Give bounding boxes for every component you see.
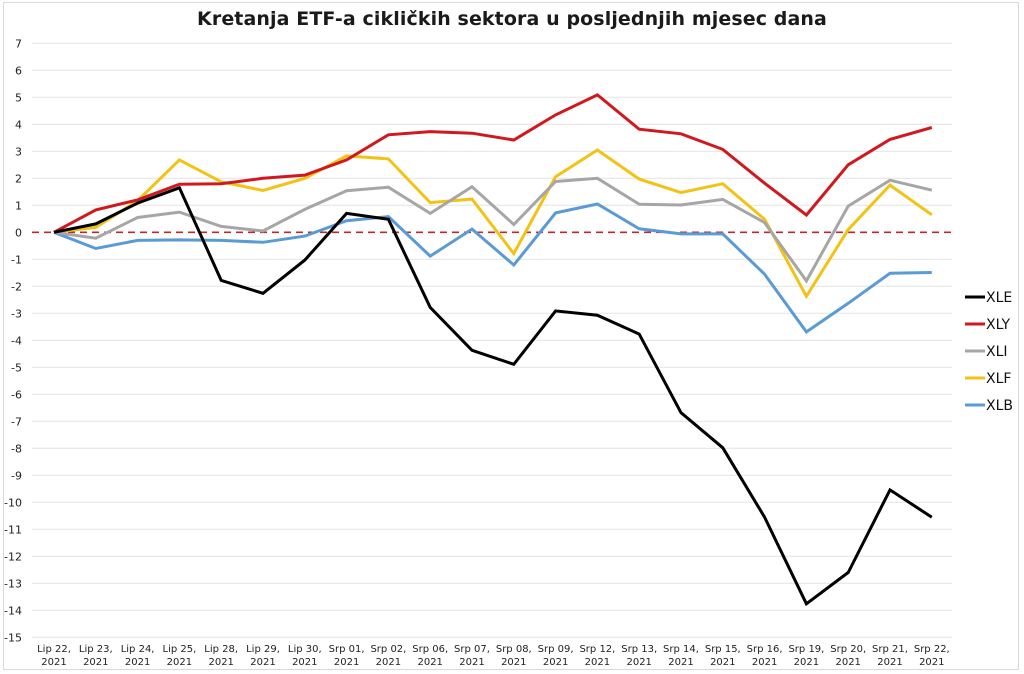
x-tick-year: 2021	[877, 657, 902, 668]
x-tick-year: 2021	[668, 657, 693, 668]
x-tick-year: 2021	[794, 657, 819, 668]
y-tick-label: -9	[11, 469, 22, 482]
x-tick-year: 2021	[83, 657, 108, 668]
y-tick-label: 7	[15, 37, 22, 50]
x-tick-year: 2021	[501, 657, 526, 668]
x-tick-year: 2021	[250, 657, 275, 668]
x-tick-label: Lip 25,	[163, 644, 197, 655]
x-tick-year: 2021	[167, 657, 192, 668]
legend-label-xlb: XLB	[986, 398, 1013, 414]
y-tick-label: -7	[11, 415, 22, 428]
x-tick-label: Lip 24,	[121, 644, 155, 655]
x-tick-label: Srp 08,	[496, 644, 532, 655]
x-tick-year: 2021	[208, 657, 233, 668]
x-tick-year: 2021	[626, 657, 651, 668]
y-tick-label: -3	[11, 307, 22, 320]
y-tick-label: 3	[15, 145, 22, 158]
y-tick-label: 2	[15, 172, 22, 185]
x-tick-label: Srp 13,	[621, 644, 657, 655]
y-tick-label: -8	[11, 442, 22, 455]
y-tick-label: -12	[4, 550, 22, 563]
x-tick-label: Lip 29,	[246, 644, 280, 655]
x-tick-year: 2021	[919, 657, 944, 668]
y-tick-label: -5	[11, 361, 22, 374]
x-tick-label: Srp 09,	[538, 644, 574, 655]
x-tick-year: 2021	[752, 657, 777, 668]
x-tick-label: Srp 06,	[412, 644, 448, 655]
legend-label-xli: XLI	[986, 344, 1008, 360]
legend-label-xly: XLY	[986, 317, 1011, 333]
y-tick-label: 5	[15, 91, 22, 104]
y-tick-label: -4	[11, 334, 22, 347]
x-tick-year: 2021	[417, 657, 442, 668]
x-tick-label: Srp 07,	[454, 644, 490, 655]
legend-label-xlf: XLF	[986, 371, 1011, 387]
y-tick-label: -10	[4, 496, 22, 509]
series-line-xli	[53, 176, 933, 284]
y-tick-label: 0	[15, 226, 22, 239]
x-tick-label: Lip 28,	[204, 644, 238, 655]
y-tick-label: -1	[11, 253, 22, 266]
x-tick-label: Srp 21,	[872, 644, 908, 655]
y-tick-label: 1	[15, 199, 22, 212]
chart-title: Kretanja ETF-a cikličkih sektora u poslj…	[197, 8, 827, 30]
x-tick-year: 2021	[292, 657, 317, 668]
x-tick-label: Lip 23,	[79, 644, 113, 655]
x-tick-label: Srp 14,	[663, 644, 699, 655]
x-tick-label: Srp 12,	[579, 644, 615, 655]
y-tick-label: -13	[4, 577, 22, 590]
x-tick-label: Srp 19,	[788, 644, 824, 655]
x-tick-year: 2021	[459, 657, 484, 668]
legend: XLE XLY XLI XLF XLB	[965, 290, 1013, 414]
y-tick-label: -6	[11, 388, 22, 401]
x-tick-year: 2021	[543, 657, 568, 668]
series-lines	[53, 93, 933, 607]
legend-label-xle: XLE	[986, 290, 1012, 306]
x-tick-label: Srp 20,	[830, 644, 866, 655]
x-tick-year: 2021	[585, 657, 610, 668]
series-line-xlf	[53, 148, 933, 300]
x-tick-label: Srp 22,	[914, 644, 950, 655]
x-tick-label: Srp 02,	[370, 644, 406, 655]
series-line-xly	[53, 93, 933, 234]
x-tick-label: Lip 30,	[288, 644, 322, 655]
x-tick-year: 2021	[835, 657, 860, 668]
x-tick-year: 2021	[334, 657, 359, 668]
x-tick-label: Srp 16,	[747, 644, 783, 655]
x-tick-year: 2021	[376, 657, 401, 668]
x-tick-year: 2021	[710, 657, 735, 668]
chart-frame	[3, 2, 1019, 670]
x-tick-label: Srp 01,	[329, 644, 365, 655]
series-line-xle	[53, 185, 933, 607]
y-tick-label: -15	[4, 631, 22, 644]
y-tick-label: 4	[15, 118, 22, 131]
y-tick-label: -14	[4, 604, 22, 617]
x-tick-year: 2021	[41, 657, 66, 668]
x-tick-label: Lip 22,	[37, 644, 71, 655]
x-tick-year: 2021	[125, 657, 150, 668]
y-tick-label: -2	[11, 280, 22, 293]
y-axis-ticks: 7 6 5 4 3 2 1 0 -1 -2 -3 -4 -5 -6 -7 -8 -9 -10 -11 -12 -13 -1…	[4, 37, 22, 644]
y-tick-label: -11	[4, 523, 22, 536]
x-tick-label: Srp 15,	[705, 644, 741, 655]
gridlines	[32, 42, 952, 638]
series-line-xlb	[53, 202, 932, 334]
x-axis-ticks: Lip 22, 2021 Lip 23, 2021 Lip 24, 2021 Lip 25,…	[37, 644, 950, 668]
y-tick-label: 6	[15, 64, 22, 77]
